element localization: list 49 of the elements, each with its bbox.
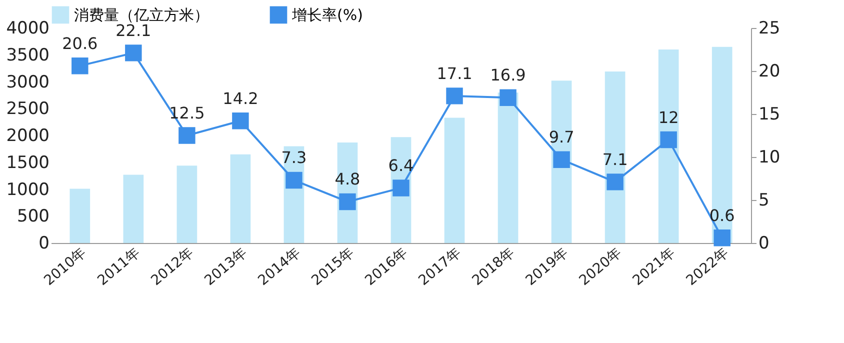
y-tick-label: 3500	[6, 45, 50, 66]
point	[72, 57, 88, 74]
point	[714, 229, 730, 246]
point	[339, 193, 356, 210]
y2-tick-label: 0	[758, 234, 770, 254]
data-label: 7.1	[602, 150, 628, 169]
y2-tick-label: 20	[758, 62, 780, 82]
point	[446, 88, 463, 104]
bar	[712, 46, 732, 243]
point	[606, 174, 624, 190]
point	[500, 89, 516, 106]
data-label: 9.7	[548, 128, 574, 147]
y2-tick-label: 10	[758, 148, 780, 168]
data-label: 7.3	[281, 148, 307, 168]
bar	[123, 174, 144, 243]
y-tick-label: 1500	[6, 152, 50, 173]
y-tick-label: 1000	[6, 180, 50, 200]
y-tick-label: 500	[17, 206, 50, 227]
y-tick-label: 2500	[6, 99, 50, 120]
y-tick-label: 2000	[6, 126, 50, 146]
bar	[444, 118, 465, 243]
data-label: 12	[658, 108, 679, 127]
point	[125, 44, 142, 62]
point	[553, 151, 570, 168]
data-label: 16.9	[490, 66, 526, 85]
point	[392, 180, 410, 196]
y2-tick-label: 5	[758, 190, 770, 210]
data-label: 17.1	[436, 64, 472, 83]
y-tick-label: 4000	[6, 18, 50, 38]
data-label: 20.6	[62, 34, 98, 53]
point	[660, 131, 677, 148]
data-label: 14.2	[222, 88, 258, 108]
point	[232, 112, 249, 130]
bar	[604, 72, 626, 243]
bar	[230, 154, 251, 243]
data-label: 4.8	[334, 170, 360, 189]
y-tick-label: 0	[38, 234, 50, 254]
y-tick-label: 3000	[6, 72, 50, 92]
bar	[498, 92, 518, 243]
point	[178, 127, 196, 144]
data-label: 0.6	[709, 206, 735, 225]
data-label: 6.4	[388, 156, 414, 175]
y2-tick-label: 25	[758, 18, 780, 38]
legend-label: 增长率(%)	[291, 6, 363, 24]
bar	[658, 50, 679, 243]
bar	[70, 188, 90, 243]
bar	[176, 166, 198, 243]
y2-tick-label: 15	[758, 104, 780, 124]
point	[286, 172, 302, 189]
